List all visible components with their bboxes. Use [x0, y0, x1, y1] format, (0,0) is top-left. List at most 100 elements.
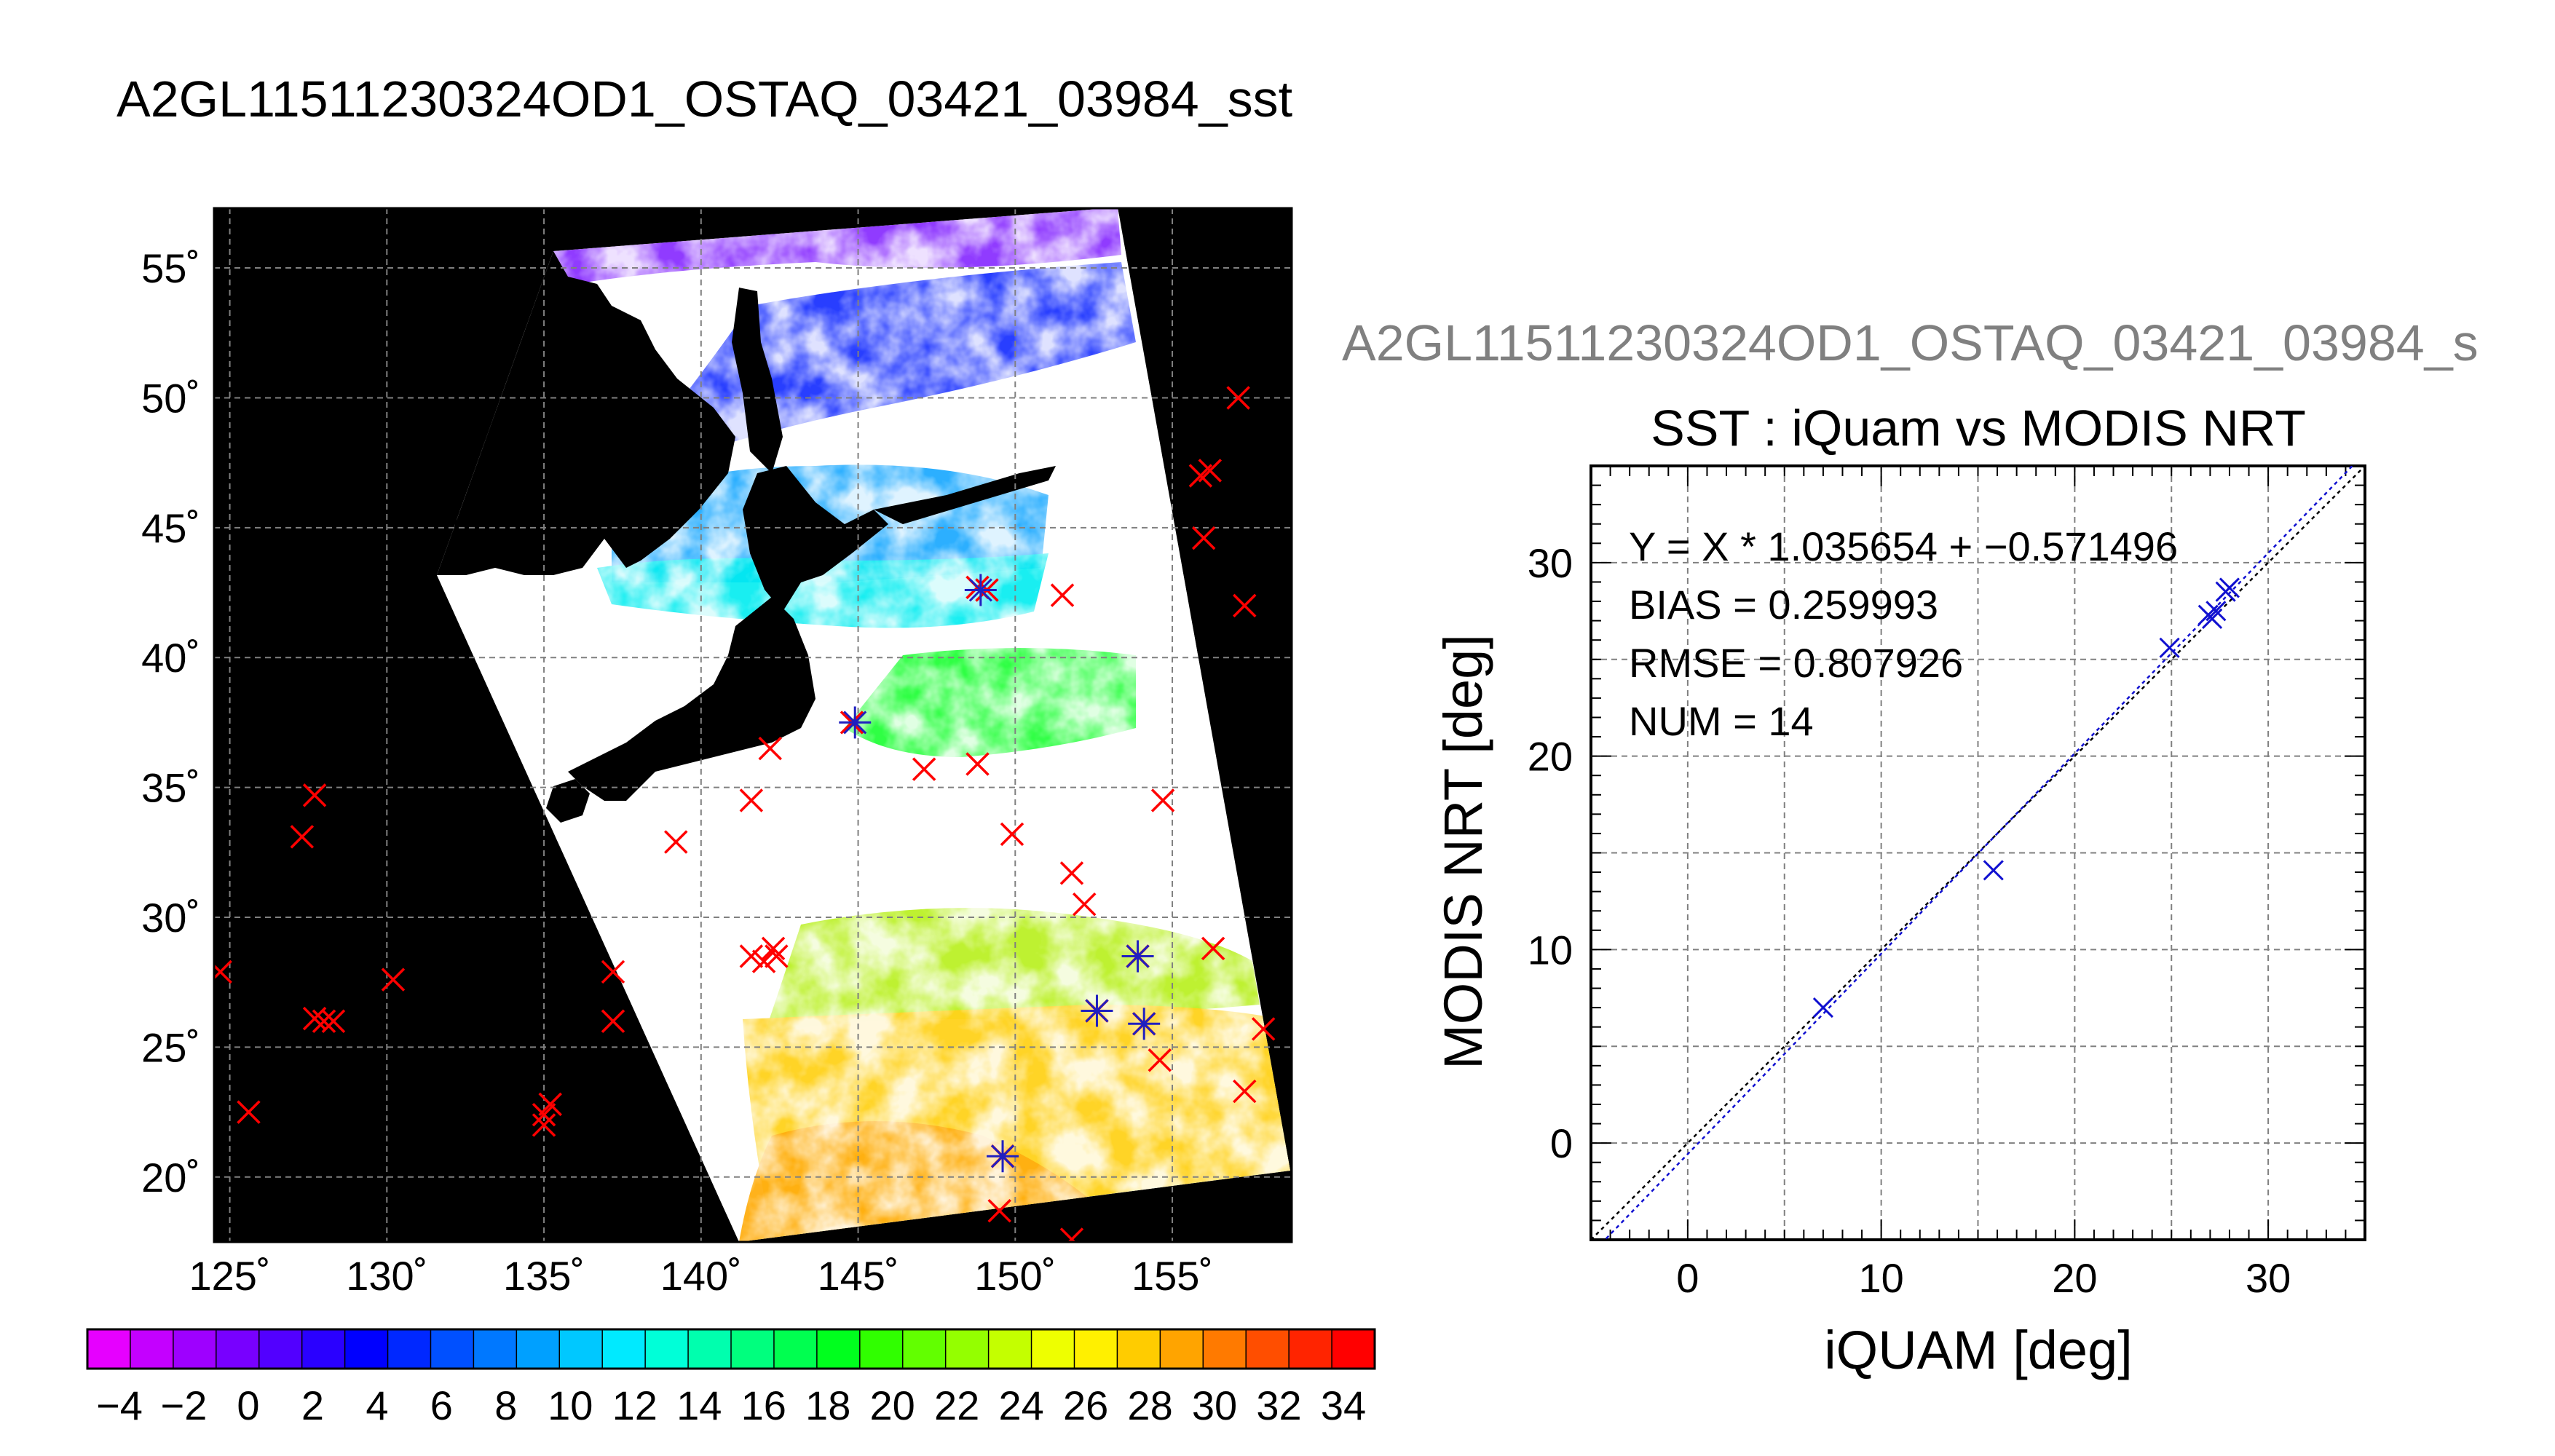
- red-marker: [751, 949, 776, 973]
- blue-marker: [987, 1140, 1019, 1173]
- red-marker: [290, 825, 315, 849]
- red-marker: [1226, 386, 1250, 410]
- scatter-top-label: A2GL11511230324OD1_OSTAQ_03421_03984_s: [1342, 314, 2479, 371]
- red-marker: [601, 1009, 625, 1033]
- map-title: A2GL11511230324OD1_OSTAQ_03421_03984_sst: [117, 71, 1292, 127]
- colorbar-label: 30: [1192, 1382, 1237, 1428]
- lat-label-30: 30˚: [141, 895, 200, 941]
- colorbar-label: 6: [430, 1382, 453, 1428]
- red-marker: [538, 1092, 562, 1117]
- colorbar-segment: [1117, 1329, 1161, 1369]
- red-marker: [214, 960, 232, 984]
- colorbar-label: 14: [676, 1382, 722, 1428]
- map-panel: [213, 207, 1293, 1243]
- red-marker: [987, 1198, 1011, 1223]
- x-tick-label: 0: [1676, 1255, 1699, 1301]
- lat-label-50: 50˚: [141, 375, 200, 421]
- red-marker: [1000, 822, 1024, 847]
- lon-label-130: 130˚: [346, 1253, 427, 1299]
- colorbar-label: −4: [96, 1382, 143, 1428]
- red-marker: [381, 968, 406, 992]
- colorbar-label: 34: [1321, 1382, 1366, 1428]
- scatter-points: [1812, 577, 2240, 1018]
- blue-marker: [839, 706, 872, 739]
- stat-rmse: RMSE = 0.807926: [1629, 640, 1963, 686]
- red-marker: [765, 944, 789, 968]
- colorbar-label: 2: [301, 1382, 324, 1428]
- lat-label-45: 45˚: [141, 505, 200, 551]
- red-marker: [1072, 892, 1097, 917]
- colorbar-segment: [1203, 1329, 1247, 1369]
- red-marker: [739, 944, 764, 968]
- red-marker: [1050, 583, 1075, 607]
- blue-marker: [1128, 1008, 1161, 1040]
- colorbar-segment: [731, 1329, 775, 1369]
- blue-marker: [1081, 994, 1113, 1027]
- map-gridlines: [214, 208, 1292, 1242]
- colorbar-label: −2: [161, 1382, 208, 1428]
- red-marker: [1201, 936, 1225, 961]
- colorbar-segment: [301, 1329, 346, 1369]
- red-marker: [739, 788, 764, 812]
- lon-label-155: 155˚: [1132, 1253, 1213, 1299]
- red-marker: [664, 830, 688, 854]
- colorbar-segment: [216, 1329, 260, 1369]
- colorbar-label: 18: [805, 1382, 850, 1428]
- colorbar-label: 28: [1127, 1382, 1172, 1428]
- y-tick-label: 0: [1550, 1120, 1573, 1166]
- x-tick-label: 10: [1858, 1255, 1903, 1301]
- scatter-x-tick-labels: 0 10 20 30: [1676, 1255, 2291, 1301]
- red-marker: [312, 1009, 336, 1033]
- scatter-point: [2159, 637, 2180, 658]
- colorbar-segment: [87, 1329, 131, 1369]
- red-marker: [1059, 861, 1084, 885]
- y-tick-label: 20: [1528, 734, 1573, 780]
- x-tick-label: 30: [2246, 1255, 2291, 1301]
- colorbar-segment: [344, 1329, 389, 1369]
- colorbar-segment: [516, 1329, 560, 1369]
- colorbar-label: 12: [612, 1382, 657, 1428]
- map-latitude-labels: 55˚ 50˚ 45˚ 40˚ 35˚ 30˚ 25˚ 20˚: [141, 245, 200, 1200]
- red-marker: [1251, 1017, 1276, 1041]
- red-marker: [1191, 526, 1216, 550]
- map-longitude-labels: 125˚ 130˚ 135˚ 140˚ 145˚ 150˚ 155˚: [189, 1253, 1214, 1299]
- scatter-point: [1812, 997, 1833, 1018]
- colorbar-label: 22: [934, 1382, 979, 1428]
- colorbar-label: 20: [870, 1382, 915, 1428]
- lon-label-135: 135˚: [503, 1253, 585, 1299]
- scatter-title: SST : iQuam vs MODIS NRT: [1651, 400, 2306, 456]
- sst-colorbar: [86, 1328, 1376, 1370]
- red-marker: [532, 1113, 556, 1137]
- land-japan: [437, 251, 1056, 823]
- lat-label-25: 25˚: [141, 1024, 200, 1070]
- red-marker: [1233, 1079, 1257, 1104]
- red-marker: [1233, 593, 1257, 618]
- red-marker: [601, 960, 625, 984]
- scatter-plot: Y = X * 1.035654 + −0.571496 BIAS = 0.25…: [1590, 464, 2366, 1241]
- scatter-stats: Y = X * 1.035654 + −0.571496 BIAS = 0.25…: [1629, 523, 2178, 744]
- colorbar-segment: [902, 1329, 947, 1369]
- red-marker: [758, 736, 782, 761]
- colorbar-segment: [816, 1329, 861, 1369]
- lon-label-125: 125˚: [189, 1253, 271, 1299]
- colorbar-segment: [645, 1329, 689, 1369]
- colorbar-segment: [430, 1329, 474, 1369]
- stat-fit-equation: Y = X * 1.035654 + −0.571496: [1629, 523, 2178, 569]
- colorbar-segment: [1332, 1329, 1375, 1369]
- lat-label-55: 55˚: [141, 245, 200, 291]
- y-tick-label: 30: [1528, 540, 1573, 586]
- colorbar-label: 26: [1063, 1382, 1108, 1428]
- scatter-point: [2219, 577, 2240, 598]
- scatter-minor-ticks: [1591, 466, 2365, 1240]
- colorbar-segment: [1074, 1329, 1118, 1369]
- red-marker: [1198, 459, 1223, 483]
- red-marker: [912, 757, 936, 781]
- colorbar-segment: [602, 1329, 646, 1369]
- red-marker: [965, 752, 990, 776]
- colorbar-segment: [945, 1329, 990, 1369]
- colorbar-label: 10: [548, 1382, 593, 1428]
- lon-label-145: 145˚: [818, 1253, 899, 1299]
- red-marker: [1059, 1227, 1084, 1242]
- colorbar-segment: [859, 1329, 904, 1369]
